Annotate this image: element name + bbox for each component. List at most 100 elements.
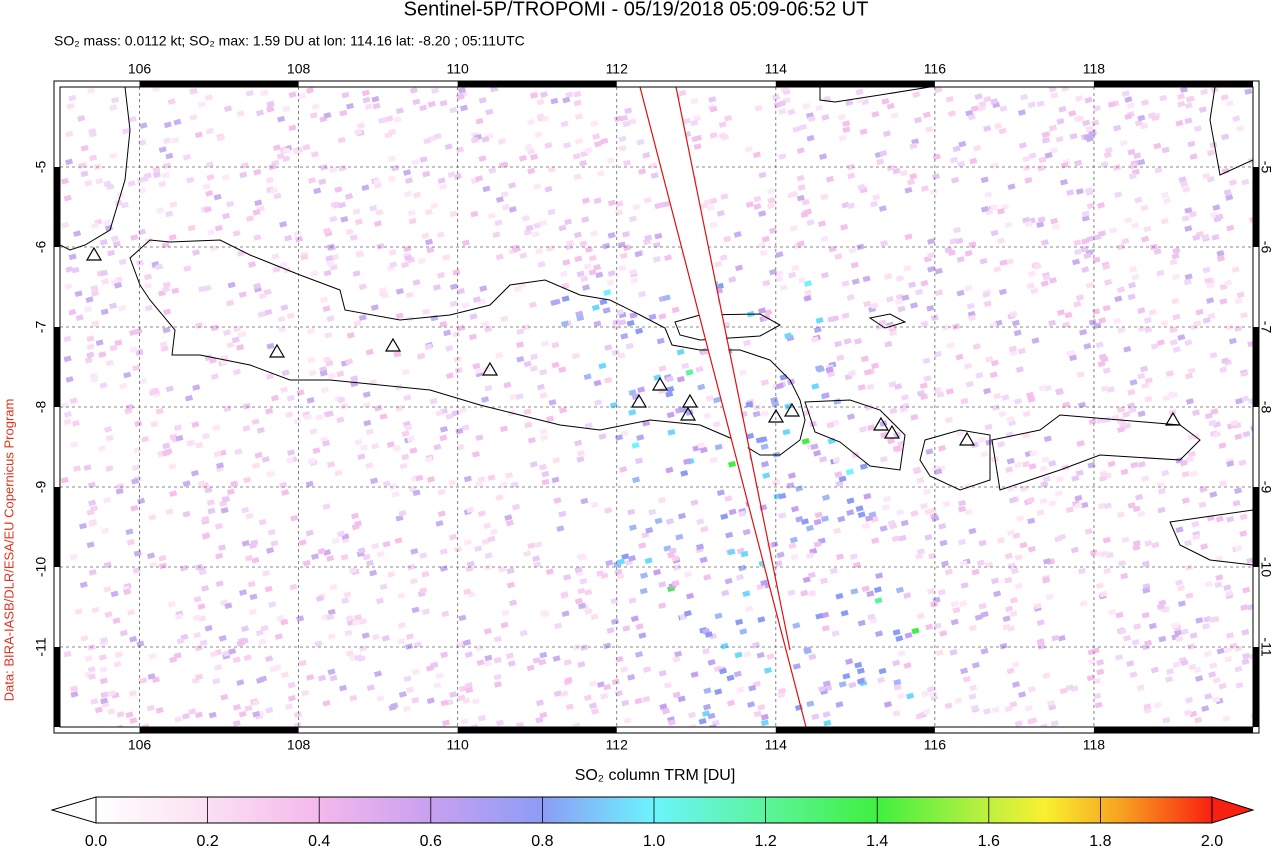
so2-pixel xyxy=(1134,119,1143,127)
so2-pixel xyxy=(266,342,275,350)
so2-pixel xyxy=(207,507,216,515)
so2-pixel xyxy=(391,491,400,498)
so2-pixel xyxy=(686,592,695,600)
so2-pixel xyxy=(1027,545,1036,553)
so2-pixel xyxy=(931,173,940,180)
so2-pixel xyxy=(697,442,706,449)
so2-pixel xyxy=(1231,266,1240,273)
so2-pixel xyxy=(903,662,912,669)
so2-pixel xyxy=(193,595,202,603)
so2-pixel xyxy=(757,703,766,711)
so2-pixel xyxy=(156,207,165,214)
so2-pixel xyxy=(1019,93,1029,101)
so2-pixel xyxy=(920,393,929,401)
so2-pixel xyxy=(84,655,93,662)
so2-pixel xyxy=(654,232,663,240)
y-tick-label: -9 xyxy=(33,481,49,494)
so2-pixel xyxy=(1064,311,1073,319)
so2-pixel xyxy=(863,300,872,308)
so2-pixel xyxy=(838,680,847,688)
so2-pixel xyxy=(1070,685,1079,692)
so2-pixel xyxy=(1100,161,1109,168)
so2-pixel xyxy=(425,238,434,246)
so2-pixel xyxy=(602,307,611,314)
so2-pixel xyxy=(189,114,198,121)
so2-pixel xyxy=(162,326,171,334)
so2-pixel xyxy=(1131,639,1140,646)
so2-pixel xyxy=(1123,345,1132,353)
so2-pixel xyxy=(1088,418,1097,425)
so2-pixel xyxy=(806,219,815,226)
so2-pixel xyxy=(537,260,546,268)
so2-pixel xyxy=(574,137,583,145)
so2-pixel xyxy=(1054,535,1063,543)
so2-pixel xyxy=(487,535,496,543)
so2-pixel xyxy=(247,580,256,588)
so2-pixel xyxy=(113,661,122,668)
so2-pixel xyxy=(191,421,200,428)
so2-pixel xyxy=(745,201,754,208)
so2-pixel xyxy=(139,122,148,129)
so2-pixel xyxy=(369,204,378,212)
so2-pixel xyxy=(309,112,318,119)
so2-pixel xyxy=(358,314,367,321)
so2-pixel xyxy=(181,712,190,720)
so2-pixel xyxy=(685,369,694,376)
so2-pixel xyxy=(237,250,246,257)
so2-pixel xyxy=(657,201,666,209)
so2-pixel xyxy=(1071,475,1080,482)
so2-pixel xyxy=(106,183,115,191)
so2-pixel xyxy=(720,513,729,520)
so2-pixel xyxy=(904,233,913,241)
so2-pixel xyxy=(1134,493,1144,501)
so2-pixel xyxy=(892,659,901,667)
so2-pixel xyxy=(222,496,231,503)
so2-pixel xyxy=(534,541,543,548)
so2-pixel xyxy=(920,279,929,287)
so2-pixel xyxy=(407,563,416,571)
so2-pixel xyxy=(958,600,968,607)
so2-pixel xyxy=(863,368,872,376)
so2-pixel xyxy=(198,568,207,576)
so2-pixel xyxy=(1204,412,1213,420)
frame-bar xyxy=(775,81,935,87)
so2-pixel xyxy=(1213,430,1222,438)
so2-pixel xyxy=(100,691,109,699)
so2-pixel xyxy=(535,247,544,255)
so2-pixel xyxy=(584,246,593,253)
so2-pixel xyxy=(998,127,1007,135)
so2-pixel xyxy=(1100,550,1109,558)
so2-pixel xyxy=(656,337,665,345)
so2-pixel xyxy=(85,296,94,304)
so2-pixel xyxy=(1209,662,1218,669)
so2-pixel xyxy=(1014,720,1023,727)
so2-pixel xyxy=(983,387,992,395)
so2-pixel xyxy=(654,517,663,525)
so2-pixel xyxy=(593,264,602,271)
so2-pixel xyxy=(658,581,667,588)
so2-pixel xyxy=(628,118,637,125)
so2-pixel xyxy=(1223,188,1232,196)
so2-pixel xyxy=(1049,147,1059,154)
so2-pixel xyxy=(349,234,358,241)
so2-pixel xyxy=(424,208,433,216)
so2-pixel xyxy=(813,540,822,548)
so2-pixel xyxy=(564,218,573,226)
so2-pixel xyxy=(1083,252,1092,260)
so2-pixel xyxy=(604,376,613,384)
so2-pixel xyxy=(954,697,963,705)
so2-pixel xyxy=(1002,615,1011,623)
so2-pixel xyxy=(589,680,598,688)
so2-pixel xyxy=(439,425,448,433)
so2-pixel xyxy=(382,480,391,488)
so2-pixel xyxy=(861,522,870,530)
so2-pixel xyxy=(915,552,924,560)
so2-pixel xyxy=(920,320,929,328)
so2-pixel xyxy=(119,382,128,390)
so2-pixel xyxy=(69,397,78,405)
so2-pixel xyxy=(911,138,920,145)
so2-pixel xyxy=(141,723,150,727)
so2-pixel xyxy=(928,552,937,560)
so2-pixel xyxy=(1191,520,1200,528)
